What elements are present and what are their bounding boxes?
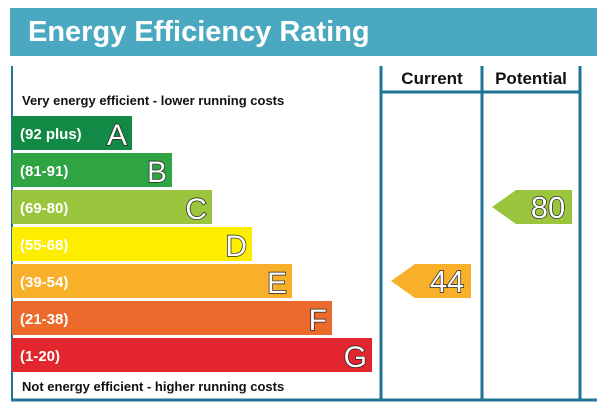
- band-f: (21-38) F: [12, 301, 332, 338]
- band-range-label: (69-80): [20, 200, 68, 217]
- band-range-label: (39-54): [20, 274, 68, 291]
- band-range-label: (55-68): [20, 237, 68, 254]
- band-g: (1-20) G: [12, 338, 372, 375]
- band-letter: E: [267, 267, 287, 300]
- potential-column-header: Potential: [495, 69, 567, 88]
- current-rating-value: 44: [430, 264, 464, 299]
- potential-rating-arrow: [492, 190, 572, 224]
- potential-rating-value: 80: [531, 190, 565, 225]
- band-bar-a: [12, 116, 132, 150]
- band-range-label: (21-38): [20, 311, 68, 328]
- band-letter: B: [147, 156, 167, 189]
- current-column-header: Current: [401, 69, 463, 88]
- potential-rating: 80: [492, 189, 572, 226]
- band-range-label: (92 plus): [20, 126, 82, 143]
- rating-pointers: 44 80: [391, 189, 572, 300]
- band-d: (55-68) D: [12, 227, 252, 264]
- band-letter: G: [344, 341, 367, 374]
- band-letter: C: [185, 193, 207, 226]
- band-a: (92 plus) A: [12, 116, 132, 153]
- band-c: (69-80) C: [12, 190, 212, 227]
- band-e: (39-54) E: [12, 264, 292, 301]
- top-caption: Very energy efficient - lower running co…: [22, 93, 284, 108]
- title-banner: Energy Efficiency Rating: [10, 8, 597, 56]
- rating-bands: (92 plus) A(81-91) B(69-80) C(55-68) D(39-54…: [12, 116, 372, 375]
- band-range-label: (1-20): [20, 348, 60, 365]
- band-bar-b: [12, 153, 172, 187]
- current-rating-arrow: [391, 264, 471, 298]
- current-rating: 44: [391, 263, 471, 300]
- band-b: (81-91) B: [12, 153, 172, 190]
- band-bar-d: [12, 227, 252, 261]
- band-letter: D: [225, 230, 247, 263]
- band-bar-e: [12, 264, 292, 298]
- bottom-caption: Not energy efficient - higher running co…: [22, 379, 284, 394]
- band-bar-c: [12, 190, 212, 224]
- band-bar-f: [12, 301, 332, 335]
- band-bar-g: [12, 338, 372, 372]
- band-letter: F: [309, 304, 327, 337]
- chart-title: Energy Efficiency Rating: [28, 16, 370, 48]
- band-letter: A: [107, 119, 127, 152]
- band-range-label: (81-91): [20, 163, 68, 180]
